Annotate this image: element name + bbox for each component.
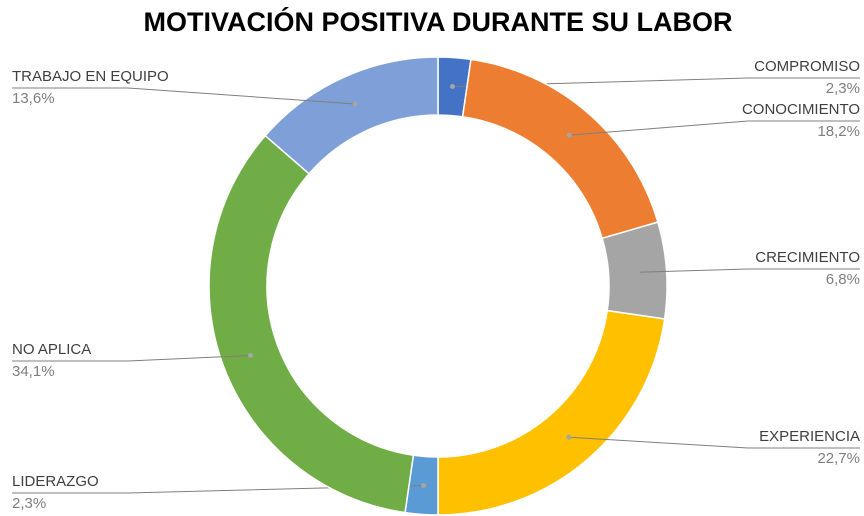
leader-line	[12, 87, 356, 105]
value-label: 2,3%	[826, 80, 860, 97]
leader-dot	[635, 269, 641, 275]
donut-slice	[208, 134, 415, 514]
leader-dot	[566, 434, 572, 440]
leader-line	[12, 355, 251, 362]
leader-dot	[247, 353, 253, 359]
leader-dot	[566, 132, 572, 138]
leader-line	[12, 484, 424, 494]
category-label: LIDERAZGO	[12, 473, 99, 490]
value-label: 13,6%	[12, 90, 55, 107]
leader-dot	[421, 482, 427, 488]
value-label: 2,3%	[12, 495, 46, 512]
category-label: TRABAJO EN EQUIPO	[12, 68, 169, 85]
value-label: 6,8%	[826, 271, 860, 288]
donut-slice	[437, 309, 666, 516]
chart-title: MOTIVACIÓN POSITIVA DURANTE SU LABOR	[143, 6, 732, 37]
category-label: CONOCIMIENTO	[742, 101, 860, 118]
category-label: CRECIMIENTO	[755, 249, 860, 266]
value-label: 34,1%	[12, 363, 55, 380]
value-label: 18,2%	[817, 123, 860, 140]
value-label: 22,7%	[817, 450, 860, 467]
leader-dot	[449, 84, 455, 90]
donut-slice	[264, 56, 439, 175]
category-label: EXPERIENCIA	[759, 428, 860, 445]
category-label: NO APLICA	[12, 341, 91, 358]
donut-slice	[461, 58, 659, 240]
leader-dot	[352, 101, 358, 107]
leader-line	[637, 268, 860, 273]
donut-slice	[601, 221, 668, 320]
leader-line	[452, 77, 860, 88]
leader-line	[568, 436, 860, 449]
leader-line	[569, 120, 860, 136]
category-label: COMPROMISO	[754, 58, 860, 75]
